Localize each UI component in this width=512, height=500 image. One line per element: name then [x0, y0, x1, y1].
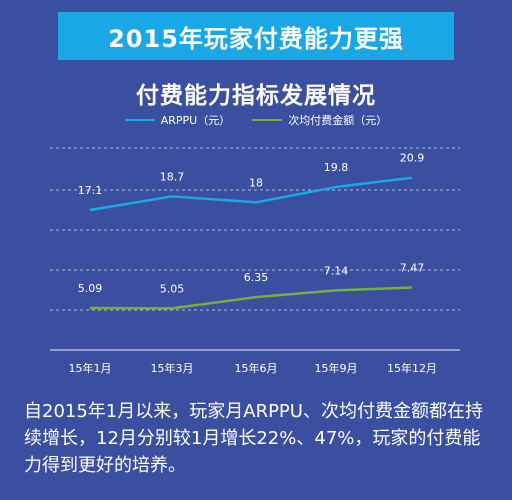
data-label-0-4: 20.9: [400, 152, 425, 165]
data-label-1-0: 5.09: [78, 282, 103, 295]
series-line-1: [89, 286, 413, 310]
data-label-1-3: 7.14: [324, 264, 349, 277]
legend-label-avg-payment: 次均付费金额（元）: [288, 114, 388, 127]
chart-legend: ARPPU（元） 次均付费金额（元）: [0, 112, 512, 128]
data-label-0-1: 18.7: [160, 170, 185, 183]
legend-swatch-avg-payment: [252, 119, 283, 121]
x-tick-label-0: 15年1月: [69, 361, 112, 375]
data-label-1-4: 7.47: [400, 262, 425, 275]
legend-item-avg-payment: 次均付费金额（元）: [252, 112, 387, 128]
data-label-1-2: 6.35: [244, 271, 269, 284]
x-tick-label-1: 15年3月: [151, 361, 194, 375]
x-tick-label-2: 15年6月: [235, 361, 278, 375]
legend-label-arppu: ARPPU（元）: [160, 114, 231, 127]
summary-text: 自2015年1月以来，玩家月ARPPU、次均付费金额都在持续增长，12月分别较1…: [24, 401, 483, 476]
line-chart: 17.1 18.7 18 19.8 20.9 5.09 5.05 6.35 7.14 7.47 15…: [50, 147, 460, 375]
chart-title: 付费能力指标发展情况: [136, 83, 376, 109]
x-tick-label-4: 15年12月: [387, 361, 437, 375]
legend-swatch-arppu: [124, 119, 155, 121]
data-label-0-2: 18: [249, 176, 263, 189]
data-label-0-3: 19.8: [324, 161, 349, 174]
header-title: 2015年玩家付费能力更强: [58, 12, 454, 60]
legend-item-arppu: ARPPU（元）: [124, 112, 231, 128]
data-label-1-1: 5.05: [160, 282, 185, 295]
x-tick-label-3: 15年9月: [315, 361, 358, 375]
series-line-0: [89, 176, 413, 212]
data-label-0-0: 17.1: [78, 184, 103, 197]
